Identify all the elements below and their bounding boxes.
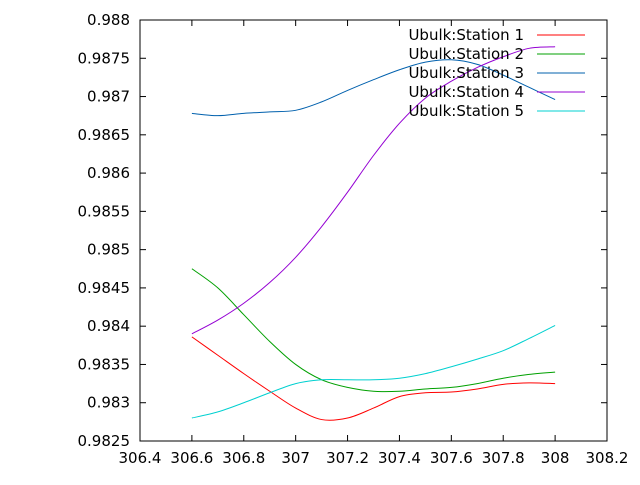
x-tick-label: 306.8 [222,449,265,467]
y-tick-label: 0.986 [87,164,130,182]
x-tick-label: 307.4 [378,449,421,467]
x-tick-label: 307.8 [482,449,525,467]
y-tick-label: 0.988 [87,11,130,29]
series-line-station-4 [191,46,556,335]
series-line-station-3 [191,59,556,117]
axes: 306.4 306.6 306.8 307 307.2 307.4 307.6 307.8 30… [78,11,629,467]
x-tick-label: 308 [541,449,570,467]
x-tick-label: 306.4 [119,449,162,467]
x-tick-label: 307.2 [326,449,369,467]
y-tick-label: 0.983 [87,394,130,412]
plot-area [191,46,556,421]
legend-label-station-4: Ubulk:Station 4 [408,83,524,101]
y-tick-label: 0.9825 [78,432,131,450]
legend-label-station-1: Ubulk:Station 1 [408,26,524,44]
x-tick-label: 307 [281,449,310,467]
legend-label-station-2: Ubulk:Station 2 [408,45,524,63]
y-tick-label: 0.984 [87,317,130,335]
legend-label-station-3: Ubulk:Station 3 [408,64,524,82]
y-tick-label: 0.9865 [78,126,131,144]
series-line-station-1 [191,336,556,421]
y-tick-label: 0.9835 [78,355,131,373]
y-tick-label: 0.9875 [78,49,131,67]
legend-label-station-5: Ubulk:Station 5 [408,102,524,120]
x-tick-label: 308.2 [586,449,629,467]
plot-frame [139,19,608,442]
y-tick-label: 0.9855 [78,202,131,220]
y-tick-label: 0.9845 [78,279,131,297]
y-tick-label: 0.985 [87,241,130,259]
x-tick-label: 307.6 [430,449,473,467]
series-line-station-5 [191,324,556,419]
x-tick-label: 306.6 [170,449,213,467]
series-line-station-2 [191,268,556,393]
y-tick-label: 0.987 [87,88,130,106]
